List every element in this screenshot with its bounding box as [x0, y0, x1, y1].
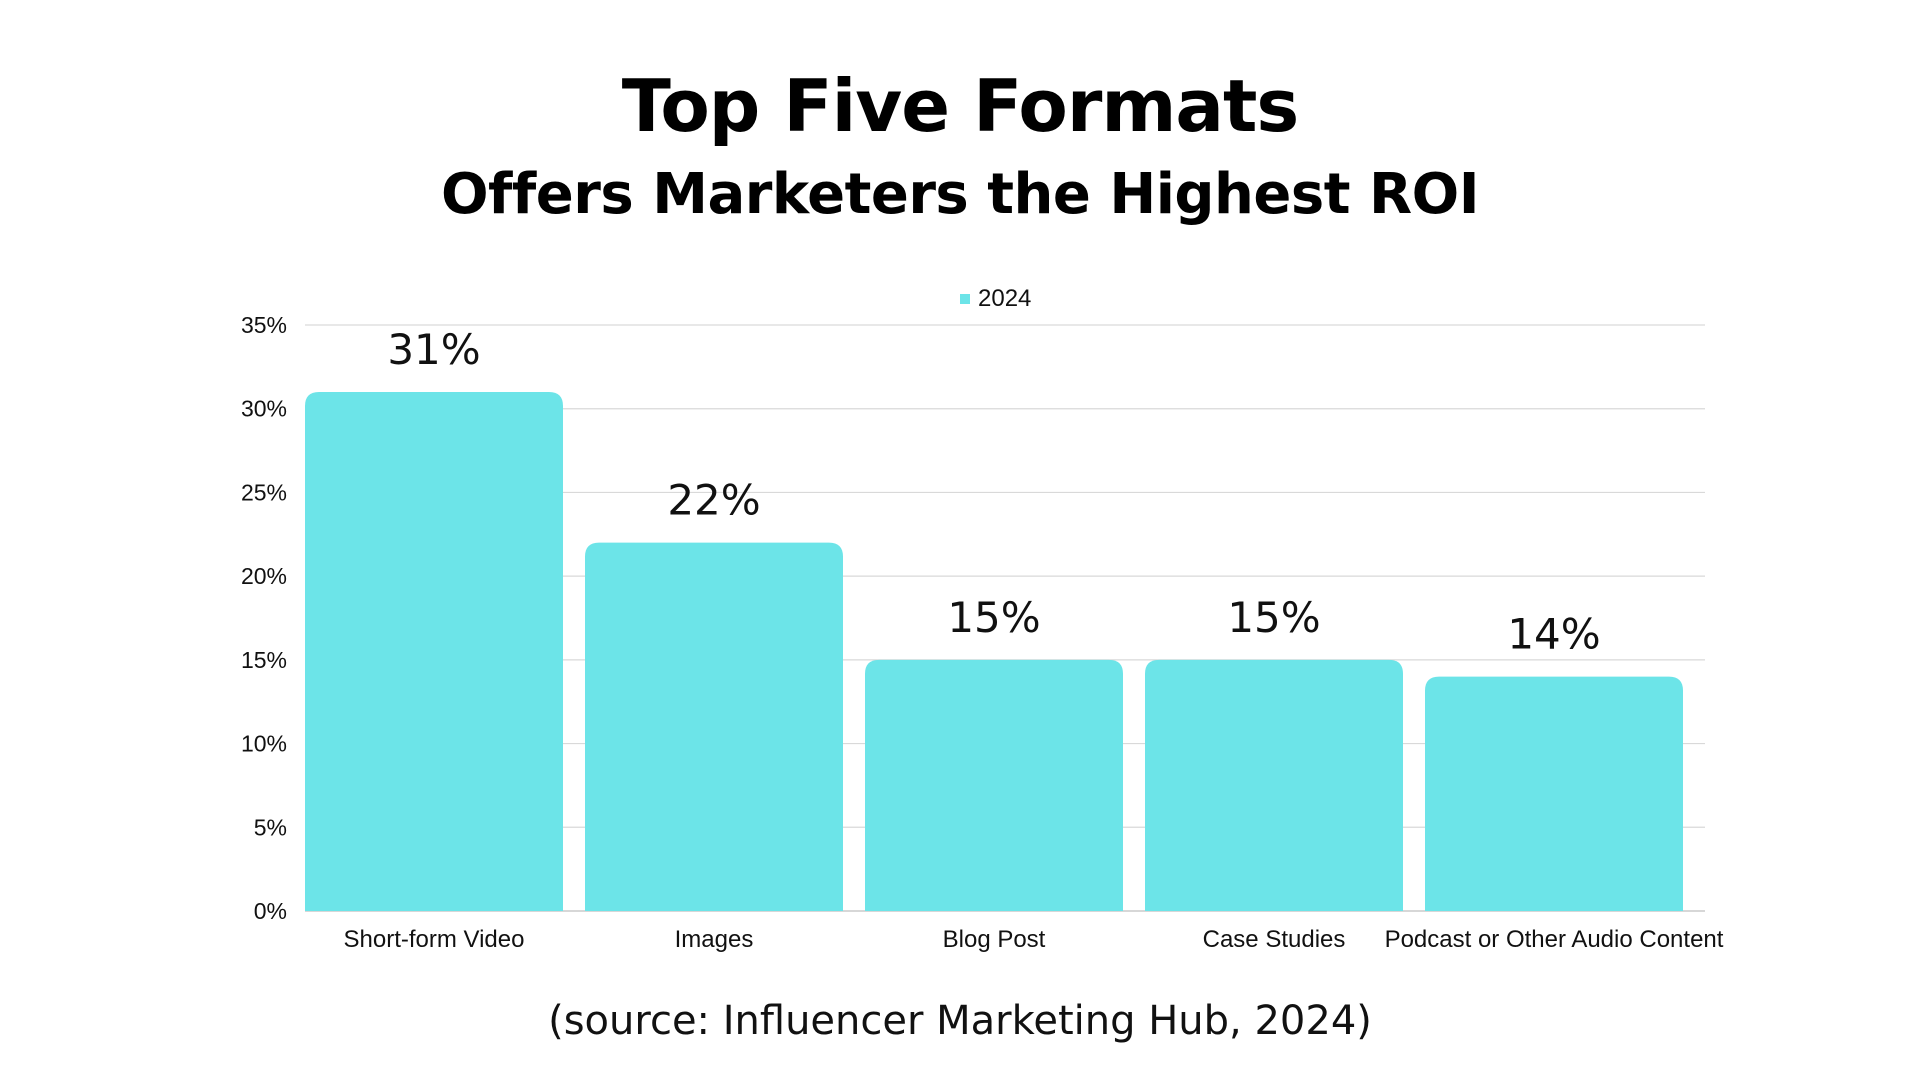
- bar: [1425, 676, 1683, 911]
- y-tick-label: 20%: [241, 563, 287, 589]
- bar: [865, 659, 1123, 911]
- data-label: 14%: [1507, 610, 1600, 659]
- data-label: 15%: [947, 593, 1040, 642]
- y-tick-label: 25%: [241, 479, 287, 505]
- category-label: Blog Post: [943, 926, 1046, 953]
- legend: 2024: [960, 285, 1031, 313]
- bar: [305, 391, 563, 911]
- chart-title: Top Five Formats: [621, 64, 1299, 148]
- legend-swatch: [960, 294, 970, 304]
- y-tick-label: 0%: [254, 898, 287, 924]
- y-tick-label: 30%: [241, 396, 287, 422]
- category-label: Podcast or Other Audio Content: [1385, 926, 1724, 953]
- y-tick-label: 5%: [254, 814, 287, 840]
- data-label: 22%: [667, 476, 760, 525]
- y-tick-label: 35%: [241, 312, 287, 338]
- bar: [585, 542, 843, 911]
- data-label: 15%: [1227, 593, 1320, 642]
- legend-label: 2024: [978, 285, 1032, 312]
- category-label: Case Studies: [1203, 926, 1346, 953]
- source-note: (source: Influencer Marketing Hub, 2024): [548, 998, 1372, 1044]
- data-label: 31%: [387, 325, 480, 374]
- category-label: Short-form Video: [344, 926, 525, 953]
- chart-subtitle: Offers Marketers the Highest ROI: [440, 162, 1480, 227]
- bar: [1145, 659, 1403, 911]
- category-label: Images: [675, 926, 754, 953]
- y-tick-label: 10%: [241, 731, 287, 757]
- y-tick-label: 15%: [241, 647, 287, 673]
